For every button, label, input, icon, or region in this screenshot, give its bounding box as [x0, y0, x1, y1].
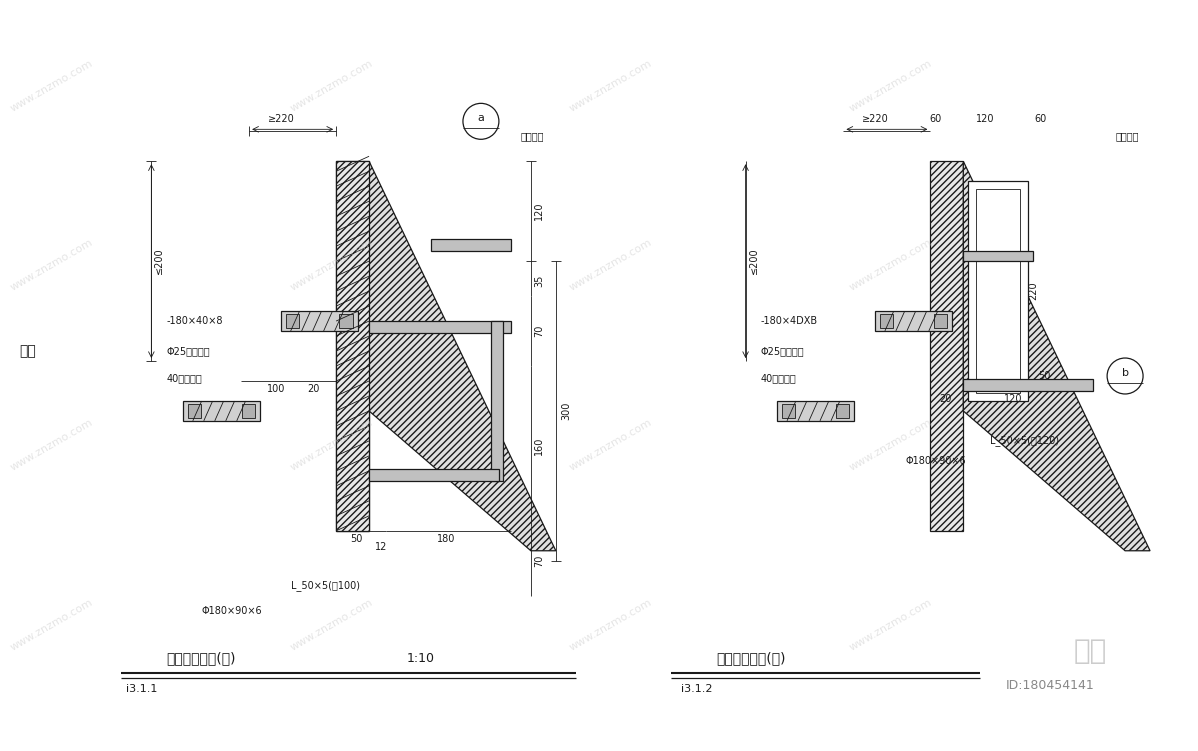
Text: www.znzmo.com: www.znzmo.com	[568, 597, 654, 653]
Text: 60: 60	[1034, 114, 1046, 125]
Bar	[963, 251, 1033, 261]
Text: 35: 35	[534, 275, 544, 288]
Text: www.znzmo.com: www.znzmo.com	[568, 58, 654, 113]
Text: b: b	[1121, 368, 1129, 378]
Text: www.znzmo.com: www.znzmo.com	[288, 237, 374, 293]
Bar	[931, 161, 963, 531]
Text: 120: 120	[976, 114, 994, 125]
Text: 120: 120	[1004, 394, 1022, 404]
Text: 12: 12	[375, 541, 387, 552]
Bar	[875, 311, 952, 331]
Bar	[337, 161, 369, 531]
Circle shape	[1107, 358, 1143, 394]
Text: www.znzmo.com: www.znzmo.com	[288, 597, 374, 653]
Bar	[183, 401, 260, 421]
Bar	[280, 311, 357, 331]
Text: -180×4DXB: -180×4DXB	[761, 316, 818, 326]
Bar	[933, 315, 946, 327]
Text: 180: 180	[437, 534, 455, 544]
Text: www.znzmo.com: www.znzmo.com	[8, 597, 95, 653]
Text: www.znzmo.com: www.znzmo.com	[847, 58, 933, 113]
Text: 1:10: 1:10	[407, 652, 435, 665]
Polygon shape	[369, 161, 556, 550]
Text: 300: 300	[561, 402, 570, 420]
Bar	[188, 404, 201, 418]
Bar	[337, 161, 369, 531]
Text: 50: 50	[1039, 371, 1051, 381]
Text: 其他: 其他	[19, 344, 36, 358]
Text: 50: 50	[350, 534, 362, 544]
Text: ID:180454141: ID:180454141	[1006, 679, 1095, 692]
Text: www.znzmo.com: www.znzmo.com	[568, 237, 654, 293]
Text: 上层楼面: 上层楼面	[1115, 131, 1138, 141]
Bar	[369, 321, 510, 333]
Bar	[491, 321, 503, 481]
Text: i3.1.2: i3.1.2	[680, 683, 712, 694]
Text: 220: 220	[1028, 282, 1039, 300]
Bar	[285, 315, 298, 327]
Text: i3.1.1: i3.1.1	[126, 683, 158, 694]
Bar	[369, 469, 498, 481]
Text: a: a	[478, 113, 484, 123]
Text: 70: 70	[534, 554, 544, 567]
Bar	[782, 404, 795, 418]
Text: www.znzmo.com: www.znzmo.com	[8, 237, 95, 293]
Text: ≥220: ≥220	[268, 114, 295, 125]
Text: www.znzmo.com: www.znzmo.com	[847, 237, 933, 293]
Text: L_50×5(长100): L_50×5(长100)	[291, 581, 361, 591]
Text: 120: 120	[534, 202, 544, 221]
Bar	[968, 181, 1028, 401]
Text: 知末: 知末	[1073, 637, 1107, 665]
Text: www.znzmo.com: www.znzmo.com	[847, 597, 933, 653]
Polygon shape	[963, 161, 1150, 550]
Text: -180×40×8: -180×40×8	[167, 316, 223, 326]
Text: L_50×5(长120): L_50×5(长120)	[991, 436, 1059, 446]
Bar	[431, 239, 510, 251]
Text: 40弹木橡板: 40弹木橡板	[167, 373, 202, 383]
Text: www.znzmo.com: www.znzmo.com	[8, 418, 95, 473]
Text: Φ180×90×6: Φ180×90×6	[201, 606, 262, 616]
Text: 上层楼面: 上层楼面	[521, 131, 544, 141]
Text: Φ180×90×6: Φ180×90×6	[906, 456, 966, 466]
Text: 户内钢梯详图(一): 户内钢梯详图(一)	[167, 652, 236, 665]
Bar	[976, 189, 1021, 393]
Bar	[963, 379, 1093, 391]
Text: 70: 70	[534, 325, 544, 337]
Bar	[339, 315, 352, 327]
Text: 20: 20	[307, 384, 320, 394]
Bar	[242, 404, 255, 418]
Text: 20: 20	[939, 394, 951, 404]
Text: www.znzmo.com: www.znzmo.com	[847, 418, 933, 473]
Text: 60: 60	[930, 114, 942, 125]
Text: Φ25锚栓立柱: Φ25锚栓立柱	[167, 346, 210, 356]
Text: www.znzmo.com: www.znzmo.com	[8, 58, 95, 113]
Text: ≤200: ≤200	[749, 248, 758, 274]
Text: ≥220: ≥220	[863, 114, 889, 125]
Text: 户内钢梯详图(二): 户内钢梯详图(二)	[716, 652, 786, 665]
Text: 100: 100	[267, 384, 285, 394]
Text: 40弹木橡板: 40弹木橡板	[761, 373, 797, 383]
Bar	[836, 404, 849, 418]
Text: 160: 160	[534, 437, 544, 455]
Bar	[778, 401, 854, 421]
Bar	[879, 315, 893, 327]
Text: www.znzmo.com: www.znzmo.com	[288, 58, 374, 113]
Text: Φ25锚栓立柱: Φ25锚栓立柱	[761, 346, 804, 356]
Circle shape	[462, 104, 498, 139]
Text: www.znzmo.com: www.znzmo.com	[568, 418, 654, 473]
Text: ≤200: ≤200	[155, 248, 164, 274]
Text: www.znzmo.com: www.znzmo.com	[288, 418, 374, 473]
